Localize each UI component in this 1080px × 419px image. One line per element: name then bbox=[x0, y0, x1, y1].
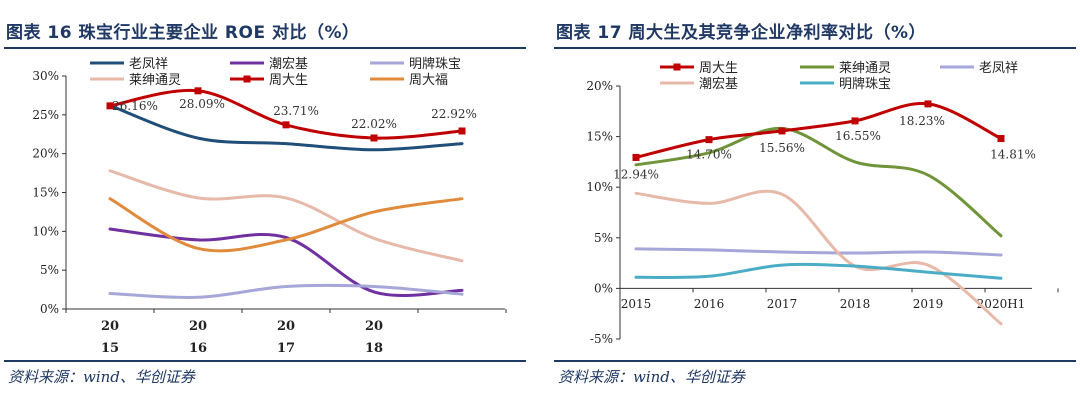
roe-line-chart: 0% 5% 10% 15% 20% 25% 30% 20 15 20 16 20 17 20 18 26.16… bbox=[32, 56, 507, 356]
series-line-3 bbox=[634, 247, 1003, 257]
legend-label: 潮宏基 bbox=[699, 77, 738, 92]
x-tick-label: 16 bbox=[189, 341, 207, 356]
y-tick-label: -5% bbox=[590, 332, 613, 346]
data-label: 14.70% bbox=[686, 148, 732, 162]
legend-label: 明牌珠宝 bbox=[839, 76, 891, 92]
series-line-5 bbox=[634, 262, 1003, 280]
series-marker bbox=[194, 87, 202, 95]
series-marker bbox=[997, 135, 1005, 143]
x-tick-label: 17 bbox=[277, 341, 295, 356]
data-label: 26.16% bbox=[112, 99, 158, 113]
series-marker bbox=[924, 100, 932, 108]
legend-label: 明牌珠宝 bbox=[409, 56, 461, 72]
legend-label: 潮宏基 bbox=[269, 57, 308, 72]
series-marker bbox=[632, 153, 640, 161]
source-rule bbox=[4, 360, 526, 362]
y-tick-label: 0% bbox=[40, 302, 59, 316]
y-tick-label: 15% bbox=[586, 130, 613, 144]
legend-label: 老凤祥 bbox=[979, 61, 1018, 76]
legend-label: 周大福 bbox=[409, 73, 448, 88]
series-line-1 bbox=[108, 104, 464, 152]
data-label: 28.09% bbox=[179, 97, 225, 111]
legend-label: 莱绅通灵 bbox=[129, 73, 181, 88]
legend-marker bbox=[243, 75, 251, 83]
data-label: 22.92% bbox=[431, 107, 477, 121]
title-rule bbox=[554, 47, 1076, 49]
chart-title: 图表 17 周大生及其竞争企业净利率对比（%） bbox=[556, 23, 927, 43]
x-tick-label: 18 bbox=[365, 341, 383, 356]
y-tick-label: 25% bbox=[32, 108, 59, 122]
data-label: 18.23% bbox=[899, 114, 945, 128]
series-line-1 bbox=[634, 102, 1003, 159]
series-line-6 bbox=[108, 197, 464, 253]
legend-label: 老凤祥 bbox=[129, 57, 168, 72]
data-label: 12.94% bbox=[613, 167, 659, 181]
chart-panel-left: 图表 16 珠宝行业主要企业 ROE 对比（%） 0% 5% 10% 15% 20% 25… bbox=[0, 0, 530, 419]
x-tick-label: 20 bbox=[101, 319, 119, 334]
y-tick-label: 15% bbox=[32, 186, 59, 200]
series-marker bbox=[851, 117, 859, 125]
data-label: 23.71% bbox=[273, 104, 319, 118]
legend-marker bbox=[673, 63, 681, 71]
net-margin-line-chart: -5% 0% 5% 10% 15% 20% 2015 2016 2017 2018 2019 2020… bbox=[586, 61, 1059, 346]
y-tick-label: 5% bbox=[40, 263, 59, 277]
series-marker bbox=[705, 136, 713, 144]
y-tick-label: 10% bbox=[32, 224, 59, 238]
x-tick-label: 20 bbox=[365, 319, 383, 334]
chart-panel-right: 图表 17 周大生及其竞争企业净利率对比（%） -5% 0% 5% 10% 15% 20%… bbox=[550, 0, 1080, 419]
x-tick-label: 2019 bbox=[913, 297, 944, 311]
x-tick-label: 2017 bbox=[767, 297, 798, 311]
x-tick-label: 15 bbox=[101, 341, 119, 356]
series-marker bbox=[458, 127, 466, 135]
y-tick-label: 10% bbox=[586, 180, 613, 194]
x-tick-label: 2018 bbox=[840, 297, 871, 311]
series-marker bbox=[370, 134, 378, 142]
data-label: 15.56% bbox=[759, 141, 805, 155]
source-note: 资料来源：wind、华创证券 bbox=[558, 368, 745, 386]
y-tick-label: 30% bbox=[32, 69, 59, 83]
x-tick-label: 2020H1 bbox=[977, 297, 1026, 311]
series-line-4 bbox=[108, 169, 464, 263]
series-line-2 bbox=[634, 126, 1003, 238]
x-tick-label: 20 bbox=[277, 319, 295, 334]
chart-title: 图表 16 珠宝行业主要企业 ROE 对比（%） bbox=[6, 23, 360, 43]
series-marker bbox=[106, 102, 114, 110]
x-tick-label: 2016 bbox=[694, 297, 725, 311]
data-label: 16.55% bbox=[835, 129, 881, 143]
legend-label: 周大生 bbox=[699, 61, 738, 76]
series-line-3 bbox=[108, 283, 464, 300]
data-label: 14.81% bbox=[990, 148, 1036, 162]
y-tick-label: 5% bbox=[594, 231, 613, 245]
series-marker bbox=[282, 121, 290, 129]
source-rule bbox=[554, 360, 1076, 362]
legend-label: 莱绅通灵 bbox=[839, 61, 891, 76]
y-tick-label: 20% bbox=[32, 147, 59, 161]
y-tick-label: 20% bbox=[586, 79, 613, 93]
y-tick-label: 0% bbox=[594, 281, 613, 295]
series-marker bbox=[778, 127, 786, 135]
title-rule bbox=[4, 47, 526, 49]
x-tick-label: 2015 bbox=[621, 297, 652, 311]
source-note: 资料来源：wind、华创证券 bbox=[8, 368, 195, 386]
legend-label: 周大生 bbox=[269, 73, 308, 88]
series-line-4 bbox=[634, 189, 1003, 326]
x-tick-label: 20 bbox=[189, 319, 207, 334]
data-label: 22.02% bbox=[351, 117, 397, 131]
